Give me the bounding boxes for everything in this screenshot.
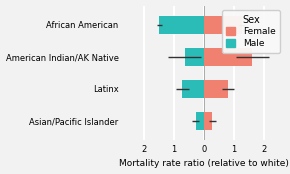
Bar xyxy=(159,16,204,34)
Bar xyxy=(182,80,204,98)
X-axis label: Mortality rate ratio (relative to white): Mortality rate ratio (relative to white) xyxy=(119,159,289,168)
Bar xyxy=(184,48,204,66)
Legend: Female, Male: Female, Male xyxy=(222,10,280,53)
Bar xyxy=(195,112,204,130)
Bar xyxy=(204,80,229,98)
Bar xyxy=(204,16,242,34)
Bar xyxy=(204,112,212,130)
Bar xyxy=(204,48,252,66)
